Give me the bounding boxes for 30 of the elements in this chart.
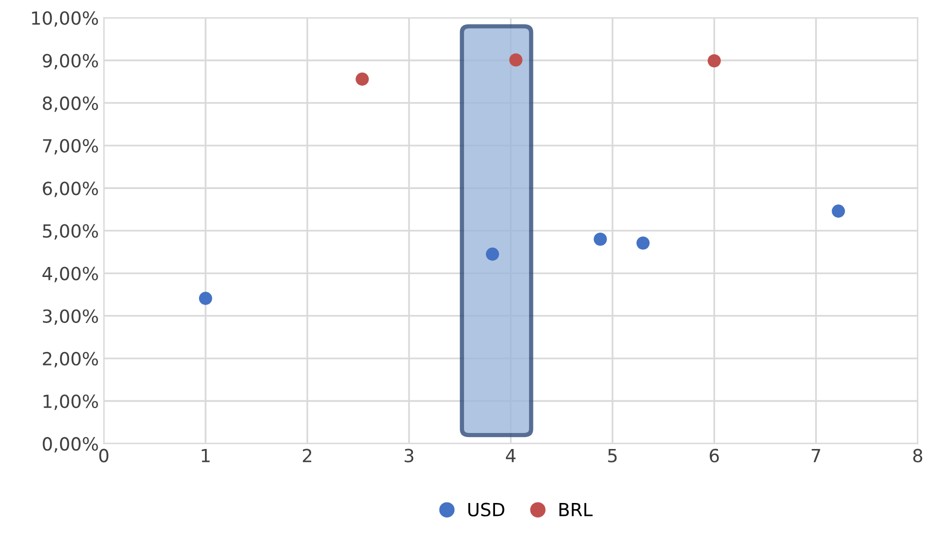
x-tick-label: 3: [404, 448, 414, 462]
point: [486, 248, 500, 261]
y-tick-label: 2,00%: [42, 352, 98, 368]
x-tick-label: 2: [302, 448, 312, 462]
y-tick-label: 1,00%: [44, 394, 98, 410]
x-tick-label: 6: [710, 448, 719, 462]
point: [708, 54, 721, 68]
x-tick-label: 7: [812, 449, 820, 462]
y-tick-label: 0,00%: [42, 437, 98, 453]
y-tick-label: 9,00%: [42, 54, 98, 70]
x-tick-label: 0: [99, 448, 108, 462]
x-tick-label: 8: [913, 448, 922, 462]
y-tick-label: 7,00%: [43, 138, 98, 154]
x-tick-label: 5: [608, 449, 617, 462]
point: [356, 72, 369, 86]
point: [832, 204, 845, 218]
point: [594, 232, 607, 246]
x-tick-label: 4: [506, 449, 516, 462]
y-tick-label: 3,00%: [42, 309, 98, 325]
y-tick-label: 5,00%: [43, 224, 98, 240]
y-tick-label: 6,00%: [42, 182, 98, 198]
y-tick-label: 8,00%: [42, 96, 98, 112]
x-tick-label: 1: [202, 449, 210, 462]
legend-label: BRL: [559, 502, 593, 516]
y-tick-label: 10,00%: [32, 11, 98, 27]
point: [509, 53, 522, 67]
y-tick-label: 4,00%: [42, 266, 98, 282]
point: [198, 292, 212, 305]
legend-label: USD: [468, 502, 504, 516]
point: [636, 236, 650, 250]
